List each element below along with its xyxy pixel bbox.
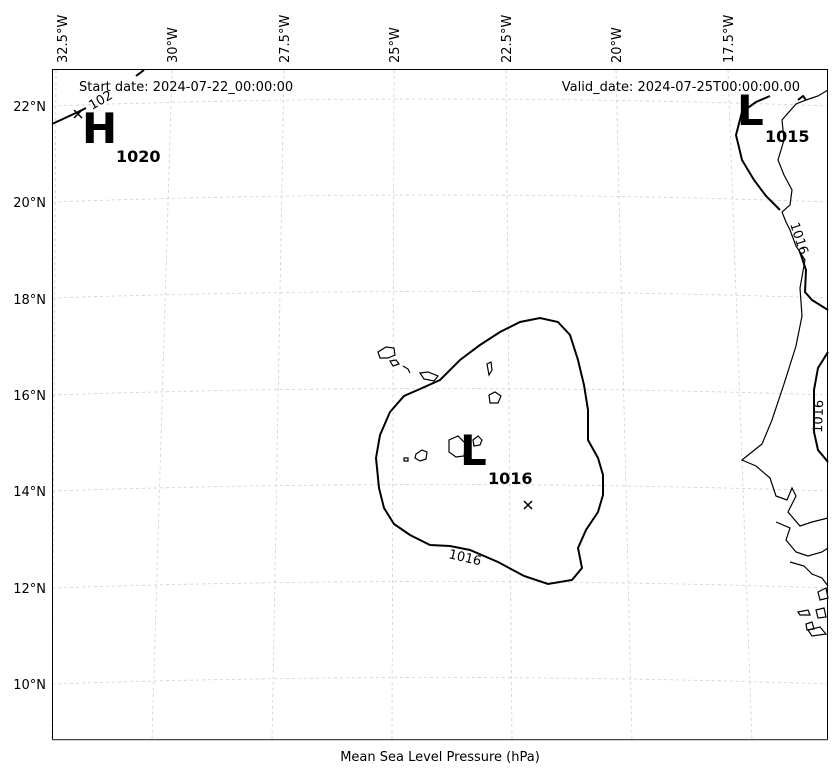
meridian-25w [391, 69, 395, 741]
lon-label-32-5w: 32.5°W [56, 15, 71, 63]
low-east-value: 1015 [765, 127, 810, 146]
meridian-17-5w [727, 69, 753, 741]
isobar-1015-east [734, 95, 781, 211]
cape-verde-island [418, 371, 439, 382]
high-letter: H [82, 104, 117, 153]
lat-label-22n: 22°N [13, 100, 46, 115]
map-caption: Mean Sea Level Pressure (hPa) [340, 750, 540, 765]
african-coastline [775, 521, 829, 557]
isobar-102-northwest [51, 107, 87, 125]
cape-verde-island [403, 457, 409, 462]
center-markers [73, 109, 533, 510]
lat-label-20n: 20°N [13, 196, 46, 211]
cape-verde-island [389, 359, 400, 367]
valid-date: Valid_date: 2024-07-25T00:00:00.00 [562, 80, 800, 95]
cape-verde-island [486, 361, 493, 377]
low-central-value: 1016 [488, 469, 533, 488]
lat-label-14n: 14°N [13, 485, 46, 500]
isobars [51, 69, 829, 586]
latitude-tick-labels: 22°N 20°N 18°N 16°N 14°N 12°N 10°N [13, 100, 46, 693]
parallel-22n [51, 98, 829, 107]
low-central-letter: L [460, 426, 487, 475]
isobar-1016-east-lower [813, 351, 829, 463]
lat-label-16n: 16°N [13, 389, 46, 404]
contour-label-central: 1016 [447, 547, 483, 569]
parallel-14n [51, 484, 829, 492]
lat-label-18n: 18°N [13, 293, 46, 308]
isobar-fragment [797, 94, 807, 101]
cape-verde-island [377, 346, 396, 359]
start-date: Start date: 2024-07-22_00:00:00 [79, 80, 293, 95]
lon-label-25w: 25°W [388, 27, 403, 63]
lon-label-17-5w: 17.5°W [722, 15, 737, 63]
meridian-22-5w [505, 69, 513, 741]
lon-label-22-5w: 22.5°W [500, 15, 515, 63]
low-center-marker [523, 500, 533, 510]
low-east-letter: L [737, 86, 764, 135]
isobar-102-northwest [135, 69, 145, 77]
cape-verde-island [488, 391, 502, 404]
lon-label-30w: 30°W [166, 27, 181, 63]
contour-label-east-lower: 1016 [811, 400, 827, 434]
high-value: 1020 [116, 147, 161, 166]
contour-label-east-upper: 1016 [786, 221, 810, 257]
cape-verde-island [402, 365, 411, 374]
lon-label-20w: 20°W [610, 27, 625, 63]
lat-label-10n: 10°N [13, 678, 46, 693]
meridian-20w [615, 69, 633, 741]
meridian-30w [151, 69, 173, 741]
african-coastline [789, 561, 829, 587]
lon-label-27-5w: 27.5°W [278, 15, 293, 63]
parallel-12n [51, 581, 829, 589]
cape-verde-island [414, 449, 428, 462]
gridlines [51, 69, 829, 741]
pressure-systems: H 1020 L 1015 L 1016 [82, 86, 810, 488]
bijagos-islands [807, 626, 828, 637]
lat-label-12n: 12°N [13, 582, 46, 597]
isobar-1016-east-upper [799, 251, 829, 311]
parallel-18n [51, 291, 829, 299]
coastlines [377, 89, 829, 637]
cape-verde-island [472, 435, 483, 447]
bijagos-islands [797, 609, 811, 616]
map-frame [52, 69, 828, 740]
contour-labels: 1016 1016 1016 102 [87, 88, 828, 569]
parallel-10n [51, 677, 829, 685]
meridian-27-5w [271, 69, 285, 741]
bijagos-islands [817, 587, 829, 601]
parallel-20n [51, 194, 829, 203]
cape-verde-island [448, 435, 467, 458]
bijagos-islands [815, 607, 827, 619]
high-center-marker [73, 109, 83, 119]
african-coastline [740, 89, 829, 527]
longitude-tick-labels: 32.5°W 30°W 27.5°W 25°W 22.5°W 20°W 17.5… [56, 15, 737, 63]
isobar-1016-central [374, 316, 604, 586]
parallel-16n [51, 388, 829, 396]
